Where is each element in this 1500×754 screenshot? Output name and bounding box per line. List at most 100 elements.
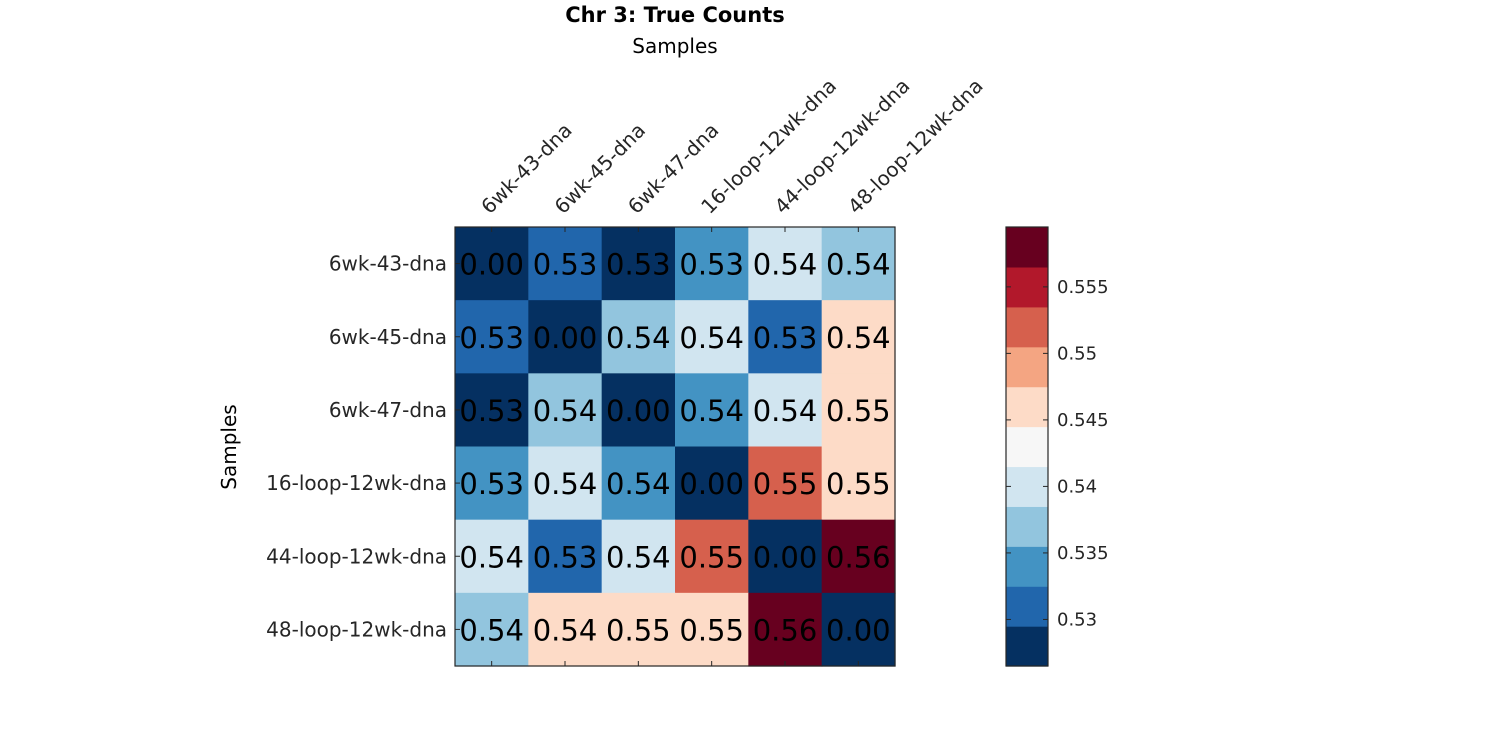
cell-value-label: 0.55 bbox=[826, 394, 891, 428]
cell-value-label: 0.53 bbox=[606, 248, 671, 282]
cell-value-label: 0.56 bbox=[826, 540, 891, 574]
colorbar-segment bbox=[1006, 586, 1048, 627]
cell-value-label: 0.53 bbox=[533, 540, 598, 574]
heatmap-cell bbox=[528, 300, 603, 374]
cell-value-label: 0.54 bbox=[826, 321, 891, 355]
cell-value-label: 0.00 bbox=[606, 394, 671, 428]
heatmap-cell bbox=[455, 227, 529, 301]
heatmap-cell bbox=[675, 519, 749, 594]
cell-value-label: 0.55 bbox=[606, 613, 671, 647]
cell-value-label: 0.00 bbox=[459, 248, 524, 282]
colorbar-segment bbox=[1006, 546, 1048, 587]
cell-value-label: 0.00 bbox=[533, 321, 598, 355]
heatmap-cell bbox=[675, 227, 749, 301]
y-tick-label: 6wk-45-dna bbox=[329, 325, 447, 349]
y-tick-labels: 6wk-43-dna 6wk-45-dna 6wk-47-dna 16-loop-12… bbox=[266, 252, 460, 641]
y-tick-label: 44-loop-12wk-dna bbox=[266, 544, 447, 568]
heatmap-cell bbox=[675, 300, 749, 374]
x-axis-label: Samples bbox=[632, 34, 717, 58]
heatmap-cell bbox=[601, 446, 676, 521]
heatmap-cells bbox=[455, 227, 896, 667]
y-tick-label: 48-loop-12wk-dna bbox=[266, 617, 447, 641]
colorbar-tick-label: 0.53 bbox=[1057, 609, 1097, 630]
cell-value-label: 0.55 bbox=[826, 467, 891, 501]
cell-value-label: 0.54 bbox=[679, 321, 744, 355]
cell-value-label: 0.54 bbox=[606, 321, 671, 355]
cell-value-label: 0.54 bbox=[459, 540, 524, 574]
cell-value-label: 0.53 bbox=[679, 248, 744, 282]
cell-value-label: 0.53 bbox=[459, 394, 524, 428]
cell-value-label: 0.55 bbox=[679, 540, 744, 574]
heatmap-cell bbox=[455, 519, 529, 594]
cell-value-label: 0.54 bbox=[533, 613, 598, 647]
heatmap-cell-labels: 0.00 0.53 0.53 0.53 0.54 0.540.53 0.00 0.54 0.54… bbox=[459, 248, 890, 648]
colorbar-tick-label: 0.545 bbox=[1057, 410, 1109, 431]
heatmap-cell bbox=[748, 373, 823, 448]
cell-value-label: 0.54 bbox=[459, 613, 524, 647]
x-tick-label: 16-loop-12wk-dna bbox=[696, 74, 841, 219]
heatmap-cell bbox=[748, 446, 823, 521]
colorbar-tick-label: 0.54 bbox=[1057, 476, 1097, 497]
heatmap-cell bbox=[528, 373, 603, 448]
cell-value-label: 0.54 bbox=[753, 394, 818, 428]
colorbar-segment bbox=[1006, 506, 1048, 547]
colorbar-segment bbox=[1006, 266, 1048, 308]
heatmap-cell bbox=[748, 519, 823, 594]
heatmap-cell bbox=[675, 592, 749, 667]
heatmap-cell bbox=[601, 300, 676, 374]
heatmap-cell bbox=[748, 300, 823, 374]
colorbar: 0.53 0.535 0.54 0.545 0.55 0.555 bbox=[1005, 226, 1109, 667]
cell-value-label: 0.55 bbox=[753, 467, 818, 501]
colorbar-tick-label: 0.55 bbox=[1057, 343, 1097, 364]
colorbar-segment bbox=[1006, 346, 1048, 388]
colorbar-segment bbox=[1006, 306, 1048, 348]
cell-value-label: 0.53 bbox=[533, 248, 598, 282]
cell-value-label: 0.00 bbox=[679, 467, 744, 501]
heatmap-cell bbox=[748, 227, 823, 301]
cell-value-label: 0.53 bbox=[459, 321, 524, 355]
heatmap-cell bbox=[528, 519, 603, 594]
x-tick-label: 44-loop-12wk-dna bbox=[770, 74, 915, 219]
heatmap-cell bbox=[455, 446, 529, 521]
cell-value-label: 0.54 bbox=[679, 394, 744, 428]
heatmap-cell bbox=[675, 446, 749, 521]
cell-value-label: 0.55 bbox=[679, 613, 744, 647]
colorbar-tick-label: 0.555 bbox=[1057, 277, 1109, 298]
y-tick-label: 6wk-43-dna bbox=[329, 252, 447, 276]
cell-value-label: 0.00 bbox=[826, 613, 891, 647]
heatmap-cell bbox=[821, 446, 896, 521]
heatmap-cell bbox=[821, 592, 896, 667]
y-axis-label: Samples bbox=[217, 404, 241, 489]
colorbar-segment bbox=[1006, 386, 1048, 428]
heatmap-cell bbox=[821, 373, 896, 448]
heatmap-cell bbox=[455, 592, 529, 667]
plot-frame bbox=[454, 226, 896, 667]
heatmap-cell bbox=[821, 519, 896, 594]
heatmap-cell bbox=[821, 300, 896, 374]
colorbar-segment bbox=[1006, 426, 1048, 468]
cell-value-label: 0.54 bbox=[826, 248, 891, 282]
x-tick-label: 48-loop-12wk-dna bbox=[843, 74, 988, 219]
heatmap-cell bbox=[601, 227, 676, 301]
heatmap-cell bbox=[528, 227, 603, 301]
heatmap-cell bbox=[748, 592, 823, 667]
cell-value-label: 0.54 bbox=[533, 467, 598, 501]
colorbar-frame bbox=[1005, 226, 1049, 667]
heatmap-cell bbox=[601, 519, 676, 594]
colorbar-segment bbox=[1006, 626, 1048, 667]
y-tick-label: 6wk-47-dna bbox=[329, 398, 447, 422]
cell-value-label: 0.54 bbox=[606, 467, 671, 501]
colorbar-segment bbox=[1006, 227, 1048, 268]
colorbar-tick-label: 0.535 bbox=[1057, 543, 1109, 564]
chart-title: Chr 3: True Counts bbox=[565, 3, 785, 27]
heatmap-cell bbox=[528, 446, 603, 521]
cell-value-label: 0.00 bbox=[753, 540, 818, 574]
heatmap-cell bbox=[601, 592, 676, 667]
cell-value-label: 0.53 bbox=[753, 321, 818, 355]
y-tick-label: 16-loop-12wk-dna bbox=[266, 471, 447, 495]
cell-value-label: 0.54 bbox=[606, 540, 671, 574]
colorbar-segment bbox=[1006, 466, 1048, 507]
cell-value-label: 0.54 bbox=[753, 248, 818, 282]
